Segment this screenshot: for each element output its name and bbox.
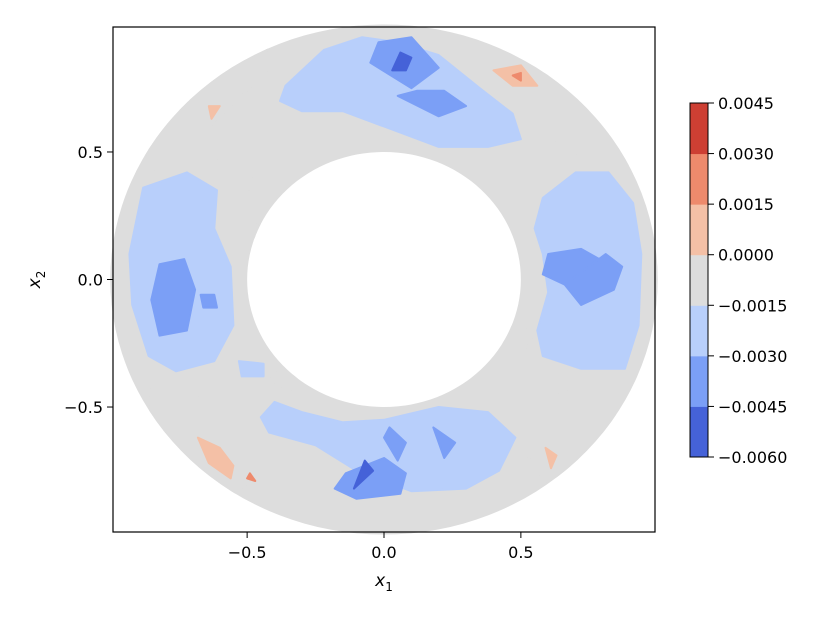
contour-region bbox=[237, 360, 265, 378]
contour-region bbox=[432, 426, 457, 459]
colorbar-band bbox=[690, 305, 708, 357]
colorbar-tick-label: −0.0015 bbox=[718, 296, 787, 315]
contour-region bbox=[544, 446, 558, 470]
y-tick-label: 0.0 bbox=[78, 271, 103, 290]
contour-region bbox=[563, 253, 624, 306]
colorbar-band bbox=[690, 406, 708, 458]
contour-region bbox=[383, 426, 407, 462]
colorbar-frame bbox=[689, 102, 709, 458]
colorbar: −0.0060 −0.0045 −0.0030 −0.0015 0.0000 0.0015… bbox=[689, 94, 787, 467]
x-axis: −0.5 0.0 0.5 bbox=[228, 532, 534, 562]
x-tick-label: −0.5 bbox=[228, 543, 267, 562]
contour-region bbox=[268, 367, 303, 396]
colorbar-band bbox=[690, 355, 708, 407]
y-axis-label: x2 bbox=[25, 271, 48, 290]
contour-regions bbox=[128, 36, 643, 510]
contour-region bbox=[207, 105, 221, 120]
contour-region bbox=[199, 293, 218, 309]
colorbar-tick-label: −0.0030 bbox=[718, 347, 787, 366]
x-tick-label: 0.0 bbox=[371, 543, 396, 562]
contour-region bbox=[150, 258, 197, 337]
plot-area bbox=[110, 24, 658, 535]
x-axis-label: x1 bbox=[374, 571, 393, 594]
contour-region bbox=[396, 89, 468, 118]
annulus-domain bbox=[110, 24, 658, 535]
contour-region bbox=[333, 457, 407, 500]
contour-region bbox=[213, 156, 262, 192]
contour-region bbox=[352, 459, 375, 490]
contour-region bbox=[511, 71, 522, 82]
colorbar-tick-label: −0.0045 bbox=[718, 397, 787, 416]
colorbar-tick-label: −0.0060 bbox=[718, 448, 787, 467]
x-tick-label: 0.5 bbox=[508, 543, 533, 562]
contour-region bbox=[196, 436, 235, 480]
y-tick-label: 0.5 bbox=[78, 143, 103, 162]
contour-region bbox=[259, 304, 281, 332]
contour-region bbox=[391, 51, 413, 72]
colorbar-band bbox=[690, 254, 708, 306]
contour-region bbox=[246, 472, 257, 482]
colorbar-band bbox=[690, 204, 708, 256]
colorbar-band bbox=[690, 153, 708, 205]
colorbar-tick-label: 0.0030 bbox=[718, 145, 774, 164]
contour-region bbox=[279, 36, 522, 148]
y-tick-label: −0.5 bbox=[64, 398, 103, 417]
colorbar-tick-label: 0.0015 bbox=[718, 195, 774, 214]
colorbar-tick-label: 0.0000 bbox=[718, 246, 774, 265]
y-axis: −0.5 0.0 0.5 bbox=[64, 143, 113, 417]
colorbar-tick-label: 0.0045 bbox=[718, 94, 774, 113]
contour-region bbox=[498, 181, 536, 204]
colorbar-band bbox=[690, 103, 708, 155]
